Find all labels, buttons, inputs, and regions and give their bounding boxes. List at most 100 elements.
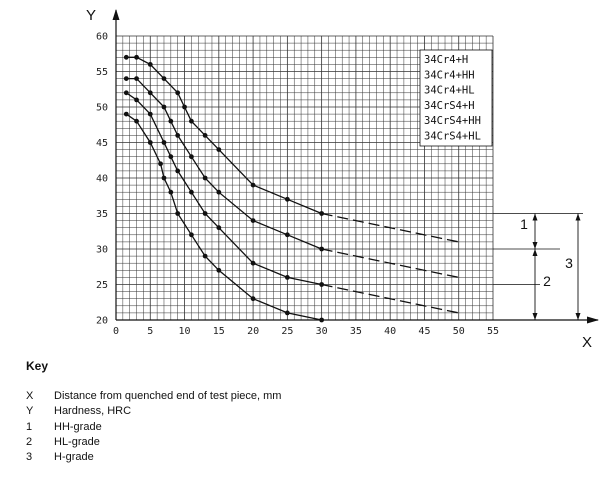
data-point — [189, 189, 194, 195]
data-point — [147, 111, 153, 117]
data-point — [202, 211, 208, 216]
data-point — [319, 317, 325, 323]
x-tick-label: 35 — [350, 326, 362, 337]
x-tick-label: 45 — [418, 326, 430, 337]
key-list: X Distance from quenched end of test pie… — [26, 389, 281, 465]
extrapolation-line — [321, 212, 459, 243]
y-tick-label: 40 — [96, 174, 108, 185]
data-point — [284, 310, 290, 316]
data-point — [123, 111, 129, 117]
data-point — [134, 118, 139, 124]
x-tick-label: 0 — [113, 326, 119, 337]
legend-entry: 34CrS4+H — [424, 100, 475, 112]
key-text: Hardness, HRC — [54, 405, 132, 418]
data-point — [175, 168, 181, 174]
data-point — [284, 232, 290, 238]
series-line — [125, 92, 322, 286]
data-point — [161, 76, 167, 81]
data-point — [175, 133, 181, 138]
legend-box — [419, 49, 493, 147]
key-symbol: 1 — [26, 420, 33, 433]
data-point — [250, 296, 256, 302]
y-tick-label: 20 — [96, 316, 108, 327]
data-point — [168, 118, 174, 124]
x-tick-label: 15 — [213, 326, 225, 337]
legend-entry: 34Cr4+HL — [424, 85, 475, 97]
x-tick-label: 10 — [179, 326, 191, 337]
tick-labels: 0 5 10 15 20 25 30 35 40 45 50 55 20 25 30 35 40 45 50 55 60 — [96, 32, 499, 338]
data-point — [161, 175, 167, 181]
y-axis-arrow — [112, 9, 120, 20]
data-point — [202, 253, 208, 259]
x-tick-label: 50 — [453, 326, 465, 337]
extrapolation-line — [321, 283, 459, 314]
grade-callouts: 1 23 — [493, 213, 583, 321]
key-text: HH-grade — [54, 420, 102, 433]
data-point — [175, 211, 181, 216]
series — [123, 90, 459, 314]
data-point — [284, 196, 290, 202]
callout-label: 3 — [565, 255, 573, 271]
key-symbol: 3 — [26, 451, 33, 464]
callout-label: 2 — [543, 273, 551, 289]
key-text: Distance from quenched end of test piece… — [54, 390, 282, 402]
callout-arrow — [532, 242, 538, 249]
axes: YX — [86, 7, 599, 351]
data-point — [168, 189, 174, 195]
x-axis-letter: X — [582, 334, 592, 351]
series-lines — [123, 54, 459, 323]
y-tick-label: 55 — [96, 67, 108, 78]
x-tick-label: 5 — [147, 326, 153, 337]
y-tick-label: 60 — [96, 32, 108, 43]
data-point — [216, 225, 222, 231]
y-tick-label: 35 — [96, 209, 108, 220]
data-point — [168, 154, 174, 160]
data-point — [250, 182, 256, 188]
callout-arrow — [532, 313, 538, 320]
callout-arrow — [532, 213, 538, 221]
data-point — [182, 104, 187, 110]
data-point — [189, 154, 194, 160]
data-point — [175, 90, 181, 96]
legend-entry: 34CrS4+HL — [424, 131, 481, 143]
callout-arrow — [575, 213, 581, 221]
callout: 1 — [520, 213, 538, 249]
key-symbol: Y — [26, 405, 34, 418]
series — [123, 111, 325, 323]
data-point — [189, 118, 194, 124]
x-tick-label: 25 — [281, 326, 293, 337]
data-point — [161, 104, 167, 110]
callout: 2 — [532, 249, 551, 320]
y-tick-label: 30 — [96, 245, 108, 256]
callout: 3 — [565, 213, 581, 320]
data-point — [134, 54, 139, 60]
key-row: 2 HL-grade — [26, 435, 281, 450]
data-point — [161, 140, 167, 145]
data-point — [250, 260, 256, 266]
key-row: Y Hardness, HRC — [26, 404, 281, 419]
series-line — [126, 77, 322, 250]
callout-arrow — [575, 313, 581, 320]
callout-arrow — [532, 249, 538, 256]
key-row: 3 H-grade — [26, 450, 281, 465]
data-point — [216, 189, 222, 195]
series-line — [125, 113, 322, 321]
x-tick-label: 40 — [384, 326, 396, 337]
key-title: Key — [26, 359, 49, 373]
legend-entry: 34Cr4+HH — [424, 69, 475, 81]
data-point — [134, 76, 139, 81]
series-line — [126, 56, 322, 215]
series — [123, 76, 459, 279]
data-point — [147, 90, 153, 96]
data-point — [189, 232, 194, 238]
x-tick-label: 20 — [247, 326, 259, 337]
callout-label: 1 — [520, 216, 528, 232]
data-point — [216, 147, 222, 153]
data-point — [123, 90, 129, 96]
series — [123, 54, 459, 243]
x-tick-label: 55 — [487, 326, 499, 337]
y-tick-label: 25 — [96, 280, 108, 291]
key-row: X Distance from quenched end of test pie… — [26, 389, 281, 404]
y-tick-label: 50 — [96, 103, 108, 114]
key-symbol: X — [26, 390, 34, 402]
